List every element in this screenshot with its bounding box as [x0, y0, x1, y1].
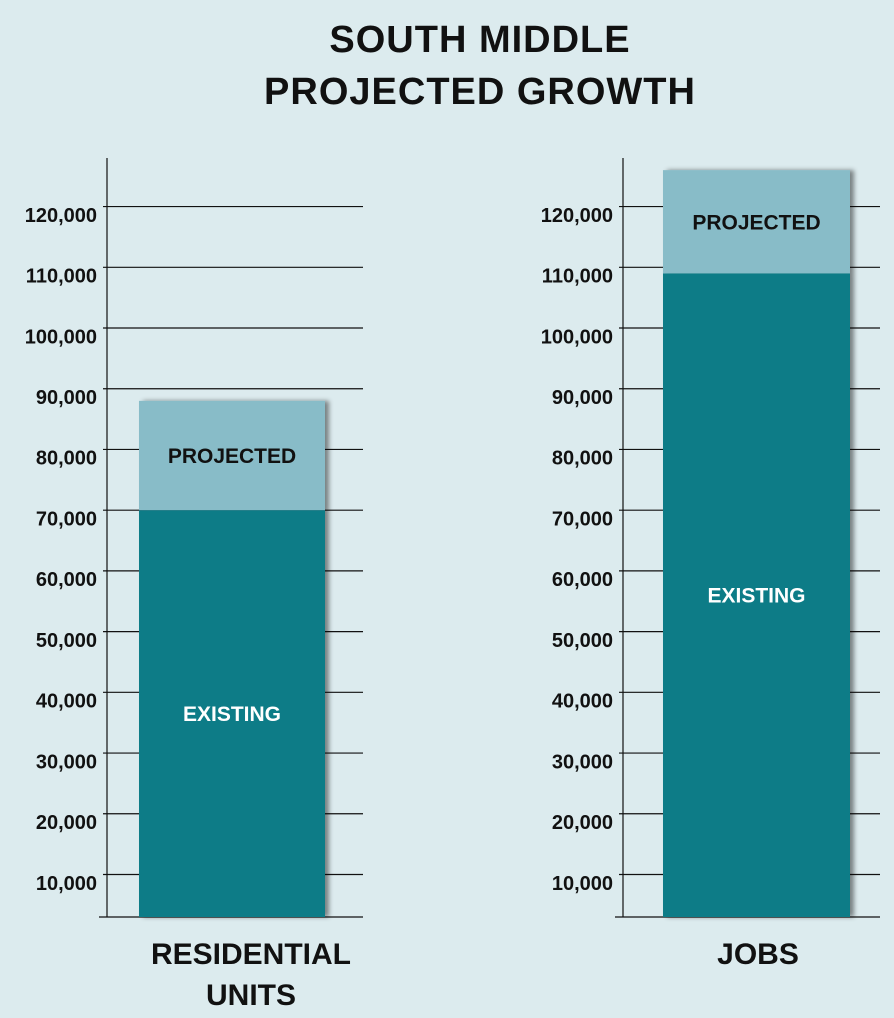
- x-category-label: RESIDENTIAL UNITS: [150, 938, 351, 1012]
- y-tick-label: 60,000: [36, 569, 97, 591]
- y-tick-label: 40,000: [36, 691, 97, 713]
- bar-segment: [663, 273, 850, 917]
- y-tick-label: 120,000: [25, 205, 97, 227]
- y-tick-label: 20,000: [552, 812, 613, 834]
- y-tick-label: 20,000: [36, 812, 97, 834]
- y-tick-label: 100,000: [541, 326, 613, 348]
- y-tick-label: 80,000: [36, 448, 97, 470]
- segment-label: EXISTING: [183, 703, 281, 726]
- segment-label: PROJECTED: [692, 211, 820, 234]
- bar-stack: [663, 170, 850, 917]
- y-tick-label: 30,000: [552, 751, 613, 773]
- y-tick-label: 100,000: [25, 326, 97, 348]
- y-tick-label: 10,000: [36, 873, 97, 895]
- y-tick-label: 50,000: [36, 630, 97, 652]
- y-tick-label: 10,000: [552, 873, 613, 895]
- y-tick-label: 70,000: [36, 508, 97, 530]
- segment-label: EXISTING: [707, 585, 805, 608]
- bar-stack: [139, 400, 325, 917]
- bar-segment: [663, 170, 850, 274]
- y-tick-label: 110,000: [26, 266, 97, 288]
- y-tick-label: 50,000: [552, 630, 613, 652]
- y-tick-label: 60,000: [552, 569, 613, 591]
- y-tick-label: 70,000: [552, 508, 613, 530]
- y-tick-label: 90,000: [552, 387, 613, 409]
- y-tick-label: 30,000: [36, 751, 97, 773]
- bar-segment: [139, 510, 325, 917]
- bar-segment: [139, 400, 325, 511]
- y-tick-label: 110,000: [542, 266, 613, 288]
- y-tick-label: 90,000: [36, 387, 97, 409]
- y-tick-label: 120,000: [541, 205, 613, 227]
- chart-title: SOUTH MIDDLE PROJECTED GROWTH: [264, 19, 696, 113]
- x-category-label: JOBS: [717, 938, 799, 971]
- y-tick-label: 80,000: [552, 448, 613, 470]
- segment-label: PROJECTED: [168, 445, 296, 468]
- y-tick-label: 40,000: [552, 691, 613, 713]
